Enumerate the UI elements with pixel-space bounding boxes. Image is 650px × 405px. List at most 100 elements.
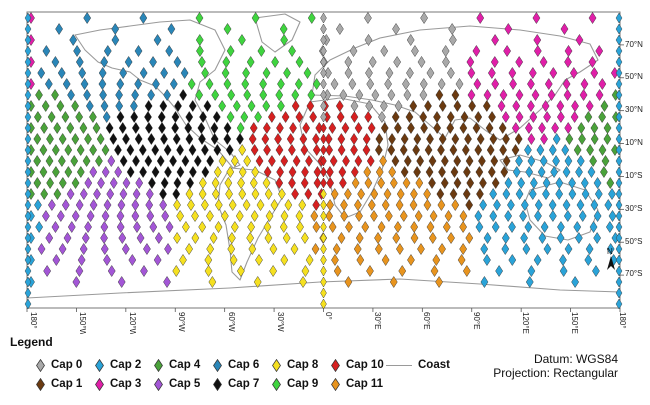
cell-marker-cap-10 — [288, 165, 297, 179]
cell-marker-cap-8 — [230, 154, 239, 168]
meridian-marker — [615, 265, 623, 277]
cell-marker-cap-5 — [107, 264, 116, 278]
cell-marker-cap-2 — [475, 220, 484, 234]
cell-marker-cap-9 — [279, 22, 288, 36]
cell-marker-cap-6 — [119, 66, 128, 80]
cell-marker-cap-1 — [435, 88, 444, 102]
cell-marker-cap-1 — [486, 143, 495, 157]
cell-marker-cap-2 — [525, 165, 534, 179]
cell-marker-cap-3 — [564, 44, 573, 58]
cell-marker-cap-6 — [98, 77, 107, 91]
cell-marker-cap-8 — [172, 264, 181, 278]
cell-marker-cap-1 — [459, 121, 468, 135]
cell-marker-cap-7 — [160, 176, 169, 190]
cell-marker-cap-3 — [527, 99, 535, 113]
cell-marker-cap-9 — [201, 66, 209, 80]
cell-marker-cap-2 — [520, 198, 529, 212]
cell-marker-cap-7 — [203, 99, 212, 113]
cell-marker-cap-3 — [571, 99, 579, 113]
cell-marker-cap-0 — [365, 66, 373, 80]
meridian-marker — [24, 276, 32, 288]
cell-marker-cap-3 — [564, 121, 573, 135]
cell-marker-cap-11 — [364, 176, 373, 190]
cell-marker-cap-4 — [51, 143, 60, 157]
cell-marker-cap-11 — [330, 187, 339, 201]
cell-marker-cap-5 — [109, 176, 118, 190]
cell-marker-cap-8 — [284, 198, 293, 212]
cell-marker-cap-10 — [291, 187, 299, 201]
diamond-icon — [154, 377, 163, 391]
cell-marker-cap-4 — [53, 121, 62, 135]
cell-marker-cap-4 — [590, 132, 599, 146]
cell-marker-cap-9 — [262, 66, 271, 80]
cell-marker-cap-0 — [339, 88, 348, 102]
cell-marker-cap-10 — [328, 121, 337, 135]
cell-marker-cap-8 — [280, 209, 289, 223]
cell-marker-cap-3 — [575, 33, 584, 47]
cell-marker-cap-6 — [55, 22, 63, 36]
cell-marker-cap-9 — [294, 77, 303, 91]
north-arrow-label: N — [607, 247, 613, 256]
meridian-marker — [320, 265, 327, 277]
cell-marker-cap-10 — [305, 154, 313, 168]
cell-marker-cap-2 — [562, 198, 571, 212]
cell-marker-cap-8 — [246, 231, 255, 245]
cell-marker-cap-7 — [213, 143, 222, 157]
cell-marker-cap-4 — [71, 99, 79, 113]
cell-marker-cap-1 — [451, 88, 460, 102]
cell-marker-cap-4 — [584, 110, 593, 124]
cell-marker-cap-8 — [173, 198, 181, 212]
cell-marker-cap-1 — [482, 99, 491, 113]
cell-marker-cap-2 — [608, 187, 616, 201]
cell-marker-cap-7 — [197, 121, 206, 135]
cell-marker-cap-0 — [387, 88, 396, 102]
cell-marker-cap-2 — [483, 253, 491, 267]
cell-marker-cap-0 — [378, 110, 386, 124]
cell-marker-cap-9 — [307, 11, 316, 25]
cell-marker-cap-2 — [35, 220, 44, 234]
cell-marker-cap-1 — [407, 121, 415, 135]
cell-marker-cap-10 — [313, 176, 322, 190]
cell-marker-cap-3 — [515, 88, 524, 102]
cell-marker-cap-3 — [563, 88, 572, 102]
cell-marker-cap-2 — [556, 231, 565, 245]
cell-marker-cap-0 — [393, 55, 402, 69]
cell-marker-cap-8 — [230, 220, 239, 234]
cell-marker-cap-11 — [337, 231, 346, 245]
cell-marker-cap-8 — [301, 264, 310, 278]
cell-marker-cap-7 — [131, 121, 140, 135]
cell-marker-cap-6 — [173, 55, 182, 69]
meridian-marker — [320, 188, 327, 200]
cell-marker-cap-3 — [491, 77, 500, 91]
cell-marker-cap-8 — [214, 198, 223, 212]
cell-marker-cap-0 — [455, 77, 464, 91]
cell-marker-cap-0 — [348, 77, 357, 91]
cell-marker-cap-8 — [256, 198, 265, 212]
cell-marker-cap-5 — [100, 242, 109, 256]
cell-marker-cap-2 — [520, 231, 528, 245]
cell-marker-cap-2 — [527, 264, 536, 278]
cell-marker-cap-5 — [103, 198, 112, 212]
cell-marker-cap-9 — [275, 88, 284, 102]
legend-item: Cap 1 — [36, 376, 82, 392]
meridian-marker — [320, 122, 327, 134]
cell-marker-cap-8 — [208, 275, 217, 289]
cell-marker-cap-2 — [507, 198, 515, 212]
cell-marker-cap-10 — [274, 132, 282, 146]
meridian-marker — [24, 122, 32, 134]
cell-marker-cap-6 — [111, 33, 120, 47]
cell-marker-cap-7 — [174, 99, 182, 113]
cell-marker-cap-6 — [115, 99, 124, 113]
cell-marker-cap-4 — [601, 154, 610, 168]
cell-marker-cap-5 — [81, 231, 90, 245]
cell-marker-cap-10 — [362, 143, 371, 157]
cell-marker-cap-7 — [223, 132, 232, 146]
cell-marker-cap-3 — [595, 88, 604, 102]
cell-marker-cap-5 — [67, 220, 76, 234]
cell-marker-cap-11 — [428, 231, 437, 245]
cell-marker-cap-1 — [514, 132, 523, 146]
cell-marker-cap-2 — [534, 198, 543, 212]
cell-marker-cap-11 — [385, 209, 393, 223]
cell-marker-cap-5 — [89, 198, 98, 212]
cell-marker-cap-8 — [220, 209, 229, 223]
